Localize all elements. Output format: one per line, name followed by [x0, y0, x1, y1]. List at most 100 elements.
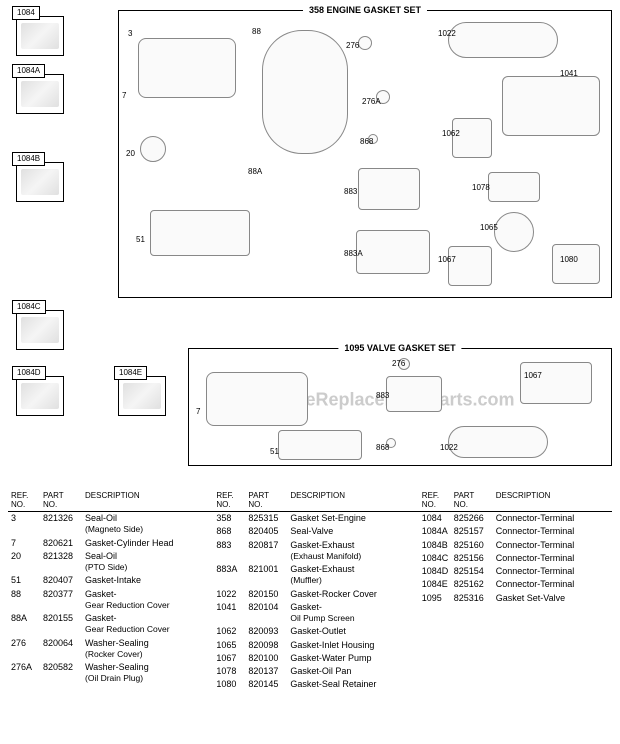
table-row: 1084B825160Connector-Terminal [419, 539, 612, 552]
description: Gasket-Gear Reduction Cover [82, 612, 213, 637]
connector-label-1084a: 1084A [12, 64, 45, 78]
part-no: 825157 [451, 525, 493, 538]
description-sub: Gear Reduction Cover [85, 624, 170, 634]
ref-no: 1084A [419, 525, 451, 538]
description: Connector-Terminal [493, 578, 612, 591]
part-no: 820621 [40, 537, 82, 550]
callout-276: 276 [346, 42, 359, 50]
part-no: 825154 [451, 565, 493, 578]
part-drawing [448, 22, 558, 58]
table-row: 1084825266Connector-Terminal [419, 512, 612, 526]
description: Connector-Terminal [493, 539, 612, 552]
part-no: 820093 [245, 625, 287, 638]
part-no: 820407 [40, 574, 82, 587]
part-drawing [138, 38, 236, 98]
description: Gasket-Gear Reduction Cover [82, 588, 213, 613]
description: Gasket-Intake [82, 574, 213, 587]
connector-box-1084 [16, 16, 64, 56]
description: Gasket-Inlet Housing [287, 639, 418, 652]
ref-no: 358 [213, 512, 245, 526]
table-header: PARTNO. [40, 490, 82, 512]
description: Gasket-Water Pump [287, 652, 418, 665]
part-drawing [552, 244, 600, 284]
table-row: 20821328Seal-Oil(PTO Side) [8, 550, 213, 575]
table-column-group: REF.NO.PARTNO.DESCRIPTION1084825266Conne… [419, 490, 612, 605]
ref-no: 883A [213, 563, 245, 588]
table-row: 1067820100Gasket-Water Pump [213, 652, 418, 665]
connector-label-1084e: 1084E [114, 366, 147, 380]
table-row: 1080820145Gasket-Seal Retainer [213, 678, 418, 691]
table-row: 51820407Gasket-Intake [8, 574, 213, 587]
connector-label-1084: 1084 [12, 6, 40, 20]
ref-no: 3 [8, 512, 40, 537]
callout-1022: 1022 [440, 444, 458, 452]
callout-868: 868 [360, 138, 373, 146]
callout-1067: 1067 [438, 256, 456, 264]
valve-gasket-set-title: 1095 VALVE GASKET SET [338, 343, 461, 353]
table-header: PARTNO. [451, 490, 493, 512]
description-sub: (Rocker Cover) [85, 649, 143, 659]
diagram-area: 358 ENGINE GASKET SET 1095 VALVE GASKET … [0, 0, 620, 480]
table-header: REF.NO. [8, 490, 40, 512]
callout-883: 883 [344, 188, 357, 196]
description: Washer-Sealing(Rocker Cover) [82, 637, 213, 662]
table-header: PARTNO. [245, 490, 287, 512]
callout-51: 51 [136, 236, 145, 244]
description: Gasket-Outlet [287, 625, 418, 638]
table-row: 1041820104Gasket-Oil Pump Screen [213, 601, 418, 626]
description: Gasket-Exhaust(Exhaust Manifold) [287, 539, 418, 564]
part-no: 821328 [40, 550, 82, 575]
description: Gasket-Exhaust(Muffler) [287, 563, 418, 588]
ref-no: 1084E [419, 578, 451, 591]
ref-no: 1078 [213, 665, 245, 678]
table-row: 276820064Washer-Sealing(Rocker Cover) [8, 637, 213, 662]
callout-868: 868 [376, 444, 389, 452]
part-no: 820155 [40, 612, 82, 637]
callout-3: 3 [128, 30, 132, 38]
part-drawing [206, 372, 308, 426]
part-drawing [448, 426, 548, 458]
table-row: 1022820150Gasket-Rocker Cover [213, 588, 418, 601]
callout-88: 88 [252, 28, 261, 36]
ref-no: 868 [213, 525, 245, 538]
part-no: 820405 [245, 525, 287, 538]
description: Gasket-Oil Pan [287, 665, 418, 678]
parts-table: REF.NO.PARTNO.DESCRIPTION3821326Seal-Oil… [8, 490, 612, 692]
ref-no: 7 [8, 537, 40, 550]
ref-no: 1062 [213, 625, 245, 638]
description: Gasket-Oil Pump Screen [287, 601, 418, 626]
part-drawing [358, 36, 372, 50]
part-no: 825315 [245, 512, 287, 526]
description: Seal-Oil(Magneto Side) [82, 512, 213, 537]
table-header: DESCRIPTION [493, 490, 612, 512]
table-row: 868820405Seal-Valve [213, 525, 418, 538]
ref-no: 88A [8, 612, 40, 637]
ref-no: 1084B [419, 539, 451, 552]
parts-subtable: REF.NO.PARTNO.DESCRIPTION3821326Seal-Oil… [8, 490, 213, 686]
ref-no: 88 [8, 588, 40, 613]
table-header: REF.NO. [213, 490, 245, 512]
ref-no: 1080 [213, 678, 245, 691]
connector-label-1084c: 1084C [12, 300, 46, 314]
table-header: REF.NO. [419, 490, 451, 512]
connector-label-1084b: 1084B [12, 152, 45, 166]
part-drawing [358, 168, 420, 210]
description: Connector-Terminal [493, 512, 612, 526]
callout-7: 7 [122, 92, 126, 100]
callout-883: 883 [376, 392, 389, 400]
ref-no: 276A [8, 661, 40, 686]
callout-276: 276 [392, 360, 405, 368]
part-drawing [520, 362, 592, 404]
part-no: 820104 [245, 601, 287, 626]
callout-20: 20 [126, 150, 135, 158]
table-row: 1084D825154Connector-Terminal [419, 565, 612, 578]
table-header: DESCRIPTION [287, 490, 418, 512]
part-no: 820098 [245, 639, 287, 652]
table-row: 3821326Seal-Oil(Magneto Side) [8, 512, 213, 537]
connector-box-1084e [118, 376, 166, 416]
part-drawing [140, 136, 166, 162]
part-drawing [386, 376, 442, 412]
engine-gasket-set-title: 358 ENGINE GASKET SET [303, 5, 427, 15]
ref-no: 1084 [419, 512, 451, 526]
part-no: 820817 [245, 539, 287, 564]
